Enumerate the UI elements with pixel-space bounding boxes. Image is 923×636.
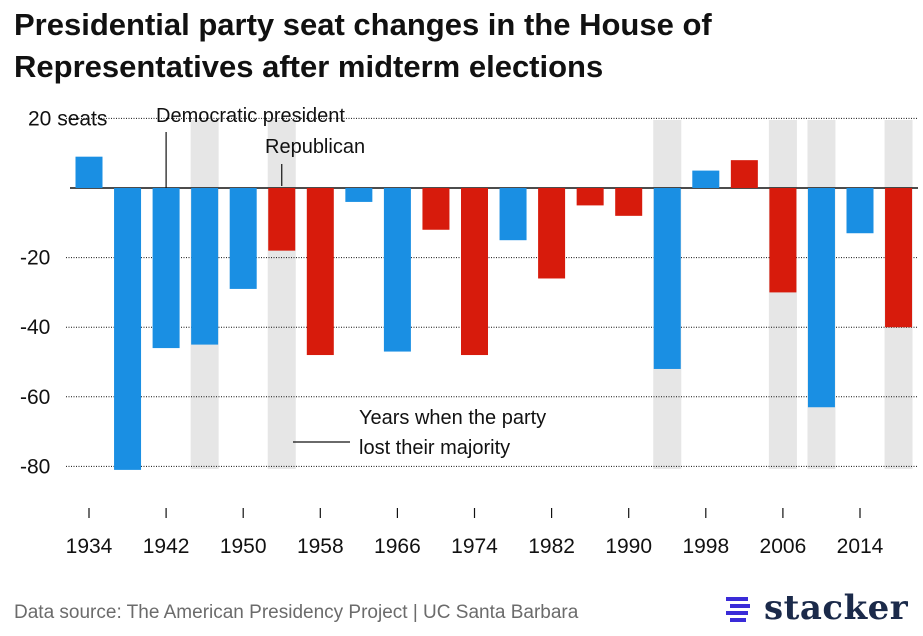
y-tick-labels: 20 seats -20 -40 -60 -80 — [20, 107, 107, 478]
bar — [306, 188, 334, 356]
bar — [461, 188, 488, 356]
annotations: Democratic president Republican Years when… — [156, 105, 546, 459]
brand-logo: stacker — [722, 588, 908, 628]
brand-name: stacker — [764, 588, 909, 628]
bar — [114, 188, 142, 470]
bar — [268, 188, 296, 251]
x-tick-label: 1942 — [143, 535, 190, 558]
y-tick-label: -40 — [20, 316, 50, 339]
bar — [422, 188, 450, 230]
bar — [730, 160, 758, 188]
x-tick-label: 1982 — [528, 535, 575, 558]
bar — [383, 188, 411, 352]
stacker-logo-icon — [726, 597, 750, 622]
majority-annotation-line1: Years when the party — [359, 407, 546, 429]
democratic-annotation: Democratic president — [156, 105, 345, 127]
x-tick-label: 1974 — [451, 535, 498, 558]
bar — [846, 188, 874, 234]
bar — [769, 188, 797, 293]
x-tick-label: 1958 — [297, 535, 344, 558]
bar — [191, 188, 219, 345]
bar — [345, 188, 373, 202]
y-tick-label: -80 — [20, 455, 50, 478]
bar — [538, 188, 566, 279]
majority-annotation-line2: lost their majority — [359, 437, 510, 459]
bars — [75, 156, 913, 470]
republican-annotation: Republican — [265, 136, 365, 158]
chart-title: Presidential party seat changes in the H… — [14, 7, 712, 84]
bar — [152, 188, 180, 349]
lost-majority-band — [768, 120, 797, 469]
x-tick-label: 1966 — [374, 535, 421, 558]
x-tick-label: 2006 — [760, 535, 807, 558]
y-tick-label: -60 — [20, 386, 50, 409]
bar — [229, 188, 257, 289]
x-tick-label: 1998 — [682, 535, 729, 558]
bar — [885, 188, 913, 328]
x-tick-label: 1950 — [220, 535, 267, 558]
bar — [499, 188, 527, 241]
x-tick-label: 1990 — [605, 535, 652, 558]
data-source-note: Data source: The American Presidency Pro… — [14, 602, 579, 623]
bar — [576, 188, 604, 206]
bar — [615, 188, 643, 216]
x-ticks — [88, 508, 861, 518]
bar — [653, 188, 681, 369]
x-tick-label: 1934 — [66, 535, 113, 558]
bar — [75, 156, 103, 188]
x-tick-labels: 1934 1942 1950 1958 1966 1974 1982 1990 1998 2006… — [66, 535, 884, 558]
y-tick-label: 20 seats — [28, 107, 107, 130]
x-tick-label: 2014 — [837, 535, 884, 558]
lost-majority-bands — [190, 120, 913, 469]
y-tick-label: -20 — [20, 247, 50, 270]
bar — [807, 188, 835, 408]
bar — [692, 170, 720, 188]
